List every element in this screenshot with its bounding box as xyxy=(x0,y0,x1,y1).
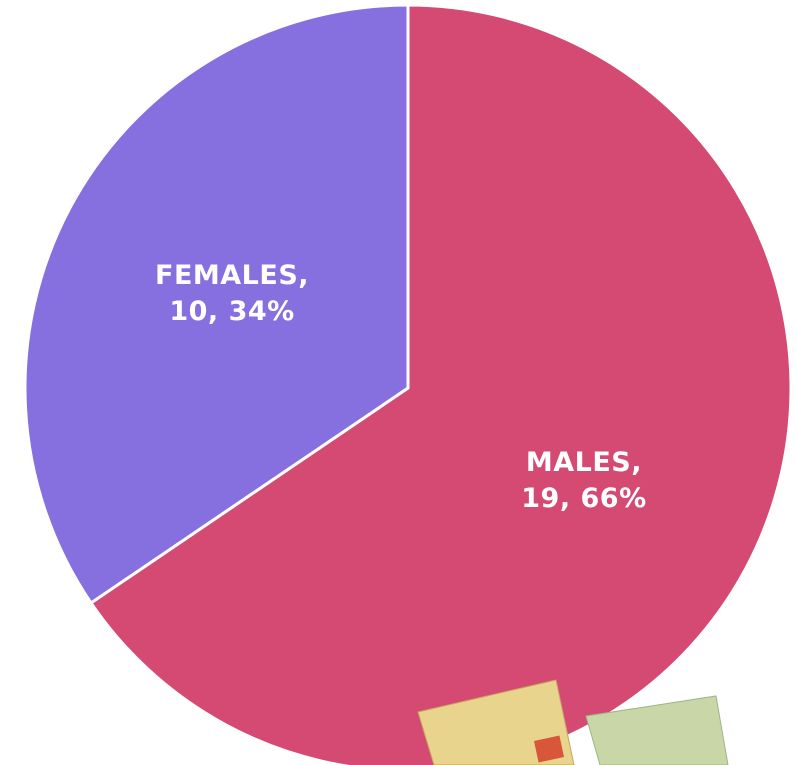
slice-value-label: 19, 66% xyxy=(521,483,646,514)
slice-category-label: MALES, xyxy=(526,447,642,478)
slice-category-label: FEMALES, xyxy=(155,260,309,291)
page: MALES,19, 66%FEMALES,10, 34% (() => { co… xyxy=(0,0,797,765)
slices xyxy=(25,5,791,765)
chart: MALES, 19, 66% FEMALES, 10, 34% xyxy=(0,0,797,765)
slice-value-label: 10, 34% xyxy=(169,296,294,327)
